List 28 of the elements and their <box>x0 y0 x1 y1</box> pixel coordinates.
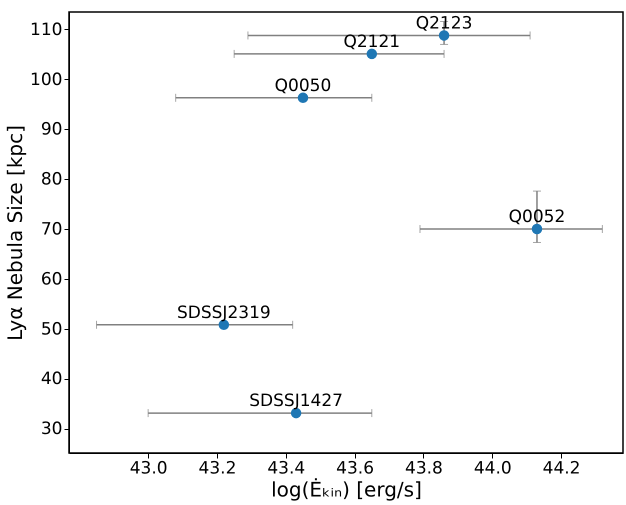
y-tick-label: 60 <box>40 269 62 290</box>
annotation: SDSSJ2319 <box>176 302 271 323</box>
x-tick-label: 44.0 <box>474 458 512 478</box>
y-tick-label: 30 <box>40 419 62 440</box>
x-axis-title: log(Ėₖᵢₙ) [erg/s] <box>271 478 422 502</box>
y-tick-label: 90 <box>40 120 62 140</box>
x-tick-label: 43.0 <box>130 458 168 478</box>
point <box>532 224 542 234</box>
x-tick-label: 43.8 <box>404 458 443 478</box>
annotation: Q2121 <box>343 32 400 52</box>
point <box>438 30 450 41</box>
point <box>366 48 378 60</box>
x-tick-label: 44.2 <box>542 458 580 478</box>
annotation: Q2123 <box>416 13 472 34</box>
annotation: SDSSJ1427 <box>249 391 343 412</box>
y-tick-label: 50 <box>40 319 62 340</box>
y-tick-label: 100 <box>30 70 62 90</box>
x-tick-label: 43.4 <box>267 458 306 478</box>
y-tick-label: 80 <box>40 170 62 190</box>
y-tick-label: 110 <box>30 20 62 40</box>
y-tick-label: 40 <box>40 369 62 390</box>
annotation: Q0052 <box>508 207 566 228</box>
y-tick-label: 70 <box>40 220 62 240</box>
annotation: Q0050 <box>274 76 332 96</box>
x-tick-label: 43.6 <box>336 458 374 478</box>
x-tick-label: 43.2 <box>198 458 236 478</box>
point <box>298 92 308 104</box>
y-axis-title: Lyα Nebula Size [kpc] <box>3 125 28 341</box>
